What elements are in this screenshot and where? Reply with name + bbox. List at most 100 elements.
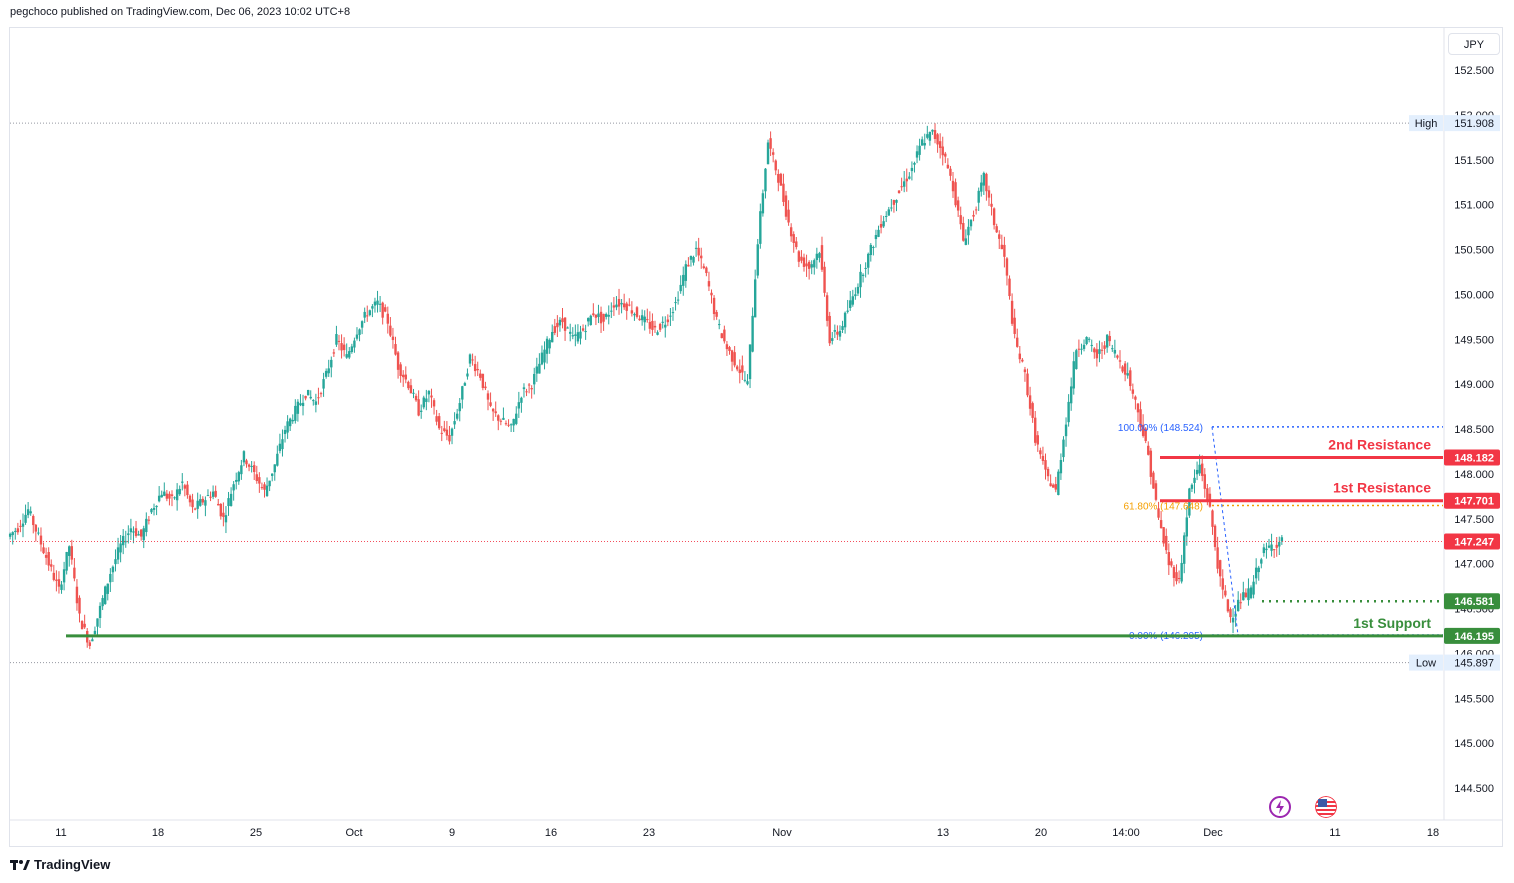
candle-body: [394, 344, 397, 355]
time-tick-label: 9: [449, 827, 455, 839]
candle-body: [928, 131, 932, 141]
candle-body: [109, 573, 112, 583]
candle-body: [1154, 483, 1158, 500]
candle-body: [1039, 450, 1042, 455]
dotted-level-bg: [1444, 593, 1500, 610]
candle-body: [669, 315, 672, 317]
candle-body: [1252, 581, 1255, 595]
candle-body: [8, 533, 12, 537]
candle-body: [869, 244, 872, 256]
candle-body: [887, 209, 890, 216]
currency-selector[interactable]: JPY: [1448, 33, 1500, 55]
candle-body: [437, 416, 441, 429]
candle-body: [1177, 577, 1181, 579]
candle-body: [810, 264, 813, 268]
chart-frame[interactable]: [9, 27, 1503, 847]
high-label-bg: [1409, 115, 1443, 132]
candle-body: [345, 354, 348, 358]
time-tick-label: Nov: [772, 827, 792, 839]
candle-body: [571, 335, 574, 337]
candle-body: [163, 491, 166, 496]
candle-body: [1262, 547, 1266, 554]
candle-body: [504, 423, 508, 425]
candle-body: [633, 314, 636, 316]
candle-body: [625, 303, 628, 311]
price-axis[interactable]: 152.500152.000151.500151.000150.500150.0…: [1409, 28, 1500, 820]
candle-body: [278, 443, 282, 451]
time-axis[interactable]: 11 18 25 Oct 9 16 23 Nov 13 20 14:00 Dec 11 18: [10, 819, 1503, 839]
candle-body: [217, 503, 220, 506]
candle-body: [1090, 344, 1093, 346]
candle-body: [797, 251, 801, 262]
candle-body: [697, 247, 700, 256]
candle-body: [301, 402, 305, 407]
candle-body: [1034, 417, 1037, 443]
candle-body: [170, 494, 174, 496]
candle-body: [155, 505, 158, 508]
candle-body: [414, 395, 418, 401]
candle-body: [951, 180, 955, 192]
candle-body: [1013, 317, 1016, 334]
candle-body: [432, 400, 436, 407]
candle-body: [607, 314, 610, 317]
candle-body: [959, 215, 962, 225]
time-tick-label: 11: [1329, 827, 1340, 839]
candle-body: [738, 369, 741, 374]
candle-body: [885, 216, 888, 218]
candle-body: [476, 368, 479, 371]
candle-body: [656, 332, 659, 335]
fib-label: 61.80% (147.648): [1123, 501, 1203, 512]
candle-body: [1185, 517, 1188, 537]
candle-body: [756, 244, 759, 276]
candle-body: [987, 190, 991, 198]
candle-body: [253, 465, 256, 473]
candle-body: [237, 472, 240, 482]
candle-body: [1026, 373, 1029, 396]
candle-body: [661, 321, 664, 323]
candle-body: [1183, 535, 1186, 564]
candle-body: [412, 392, 415, 394]
candle-body: [584, 331, 587, 333]
candle-body: [50, 564, 53, 567]
candle-body: [702, 266, 706, 269]
candle-body: [106, 583, 109, 594]
candle-body: [263, 484, 266, 490]
us-flag-icon[interactable]: [1315, 796, 1337, 818]
time-tick-label: 16: [545, 827, 557, 839]
candle-body: [774, 160, 777, 171]
candle-body: [998, 234, 1001, 239]
candle-body: [70, 546, 74, 560]
candle-body: [62, 569, 66, 583]
candle-body: [949, 168, 952, 176]
candle-body: [322, 379, 325, 389]
candle-body: [270, 473, 274, 476]
candle-body: [800, 256, 803, 261]
candle-body: [222, 512, 225, 517]
candle-body: [314, 401, 318, 405]
candle-body: [389, 325, 392, 336]
candle-body: [1064, 424, 1068, 437]
candle-body: [725, 344, 729, 350]
candle-body: [969, 219, 973, 227]
time-tick-label: 11: [55, 827, 66, 839]
time-tick-label: 18: [1427, 827, 1439, 839]
candle-body: [1172, 567, 1176, 578]
tradingview-brand[interactable]: TradingView: [10, 857, 110, 872]
price-tick-label: 148.500: [1454, 424, 1494, 436]
lightning-icon[interactable]: [1269, 796, 1291, 818]
candle-body: [679, 284, 682, 292]
candle-body: [646, 319, 649, 321]
candle-body: [1016, 337, 1019, 347]
candle-body: [710, 292, 713, 296]
low-label: Low: [1416, 658, 1436, 670]
level-price: 148.182: [1454, 453, 1494, 465]
candle-body: [615, 304, 618, 308]
candle-body: [360, 321, 364, 328]
fib-trend-line: [1211, 426, 1239, 636]
candle-body: [368, 310, 372, 316]
candle-body: [864, 267, 867, 269]
candle-body: [1057, 471, 1060, 495]
candle-body: [777, 173, 780, 183]
candle-body: [1100, 349, 1104, 351]
